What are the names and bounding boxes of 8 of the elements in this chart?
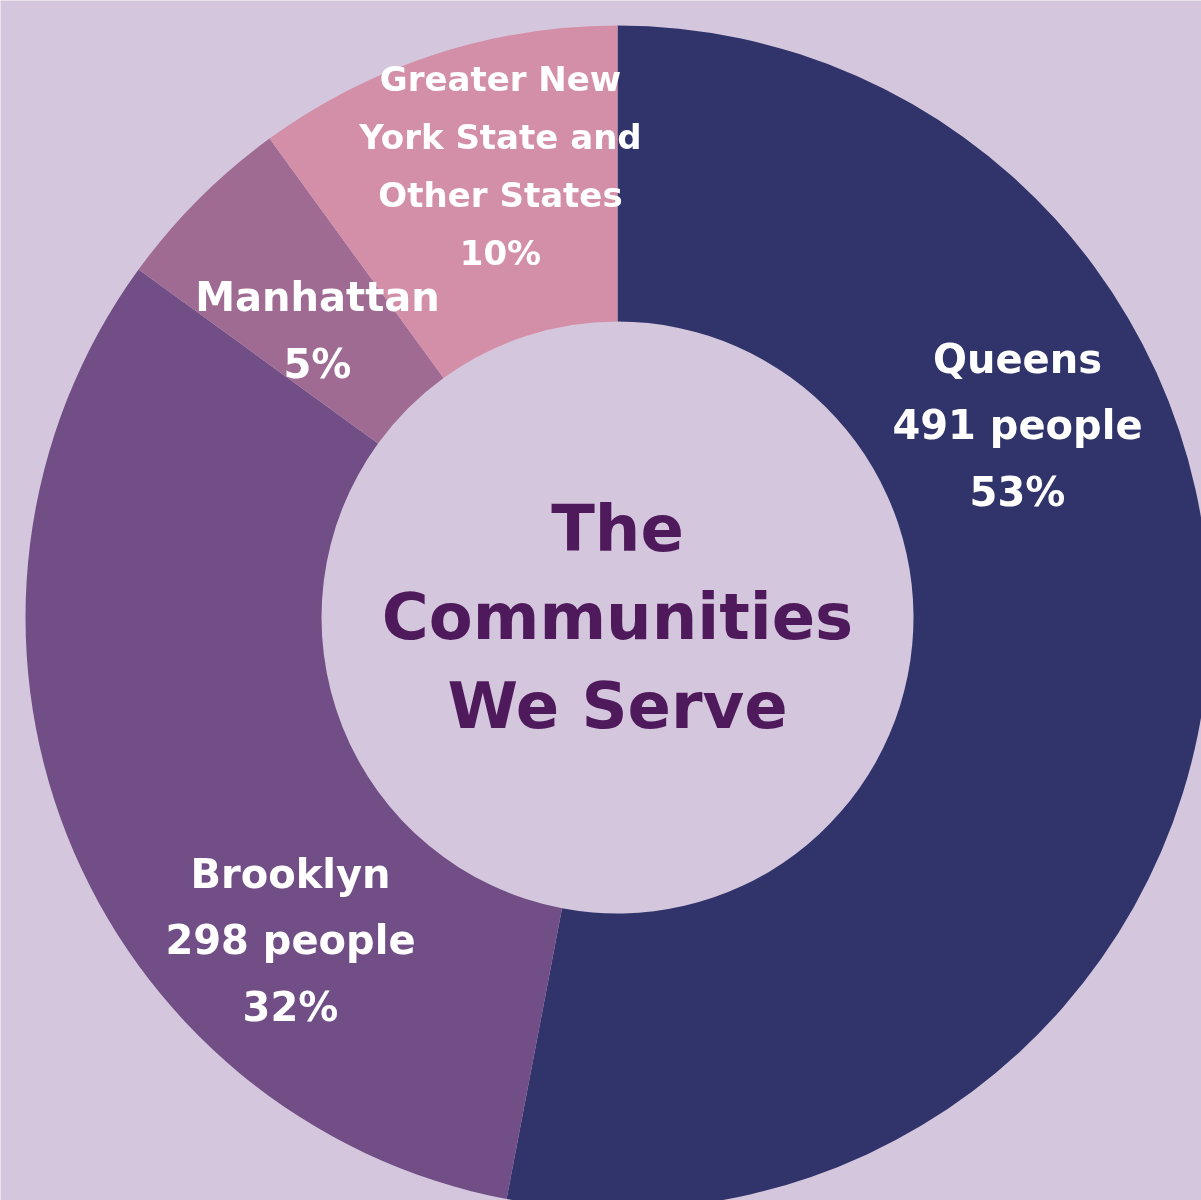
slice-label: Brooklyn [190, 850, 391, 897]
data-label: 5% [283, 340, 352, 387]
data-label: 10% [459, 232, 542, 273]
slice-label: Manhattan [195, 274, 440, 321]
slice-label: Queens [932, 335, 1103, 382]
text: The Communities We Serve [381, 491, 854, 744]
data-label: 298 people 32% [165, 917, 416, 1031]
data-label: 491 people 53% [892, 402, 1143, 516]
